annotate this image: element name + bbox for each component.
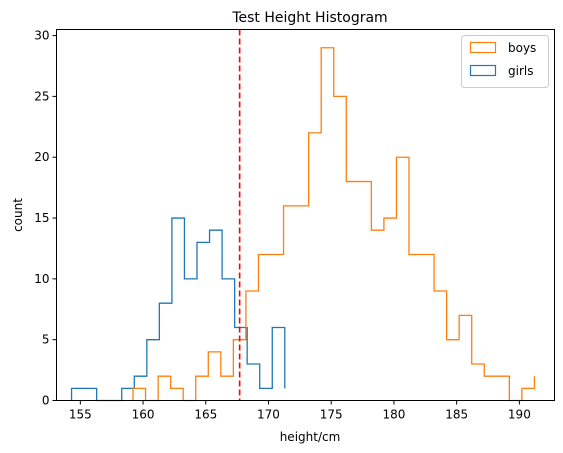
bar-boys-11: [271, 255, 284, 401]
y-tick-label: 20: [34, 150, 49, 164]
x-tick-label: 165: [194, 408, 217, 422]
y-tick-label: 15: [34, 211, 49, 225]
legend-label-boys: boys: [508, 41, 536, 55]
bar-boys-12: [284, 206, 297, 401]
bar-boys-7: [221, 376, 234, 400]
bar-boys-2: [158, 376, 171, 400]
bar-boys-16: [334, 96, 347, 400]
bar-girls-8: [172, 218, 185, 400]
bar-boys-23: [422, 255, 435, 401]
plot-frame: [56, 29, 555, 401]
bar-boys-5: [196, 376, 209, 400]
y-axis: 0 5 10 15 20 25 30: [34, 29, 57, 408]
y-tick-label: 0: [42, 394, 50, 408]
bar-girls-0: [72, 388, 85, 400]
bar-boys-28: [484, 376, 497, 400]
x-tick-label: 180: [382, 408, 405, 422]
x-tick-label: 155: [69, 408, 92, 422]
bar-boys-13: [296, 206, 309, 401]
bar-boys-27: [472, 364, 485, 400]
bar-boys-20: [384, 218, 397, 400]
bar-boys-21: [396, 157, 409, 400]
bar-boys-6: [208, 352, 221, 401]
legend: boys girls: [461, 35, 549, 88]
y-axis-label: count: [11, 198, 25, 232]
x-tick-label: 185: [445, 408, 468, 422]
bar-boys-18: [359, 182, 372, 401]
bar-boys-17: [346, 182, 359, 401]
bar-boys-15: [321, 48, 334, 401]
y-tick-label: 30: [34, 29, 49, 43]
bar-boys-29: [497, 376, 510, 400]
bar-boys-22: [409, 255, 422, 401]
bar-boys-10: [258, 255, 271, 401]
bar-boys-9: [246, 291, 259, 400]
bar-boys-0: [133, 388, 146, 400]
y-tick-label: 5: [42, 333, 50, 347]
chart-title: Test Height Histogram: [231, 10, 387, 26]
legend-swatch-girls: [469, 64, 497, 77]
legend-box: [461, 35, 549, 88]
legend-label-girls: girls: [508, 64, 533, 78]
bar-boys-25: [447, 340, 460, 401]
bar-boys-14: [309, 133, 322, 401]
x-axis-label: height/cm: [280, 430, 341, 444]
y-tick-label: 10: [34, 272, 49, 286]
bar-boys-3: [171, 388, 184, 400]
bar-boys-19: [371, 230, 384, 400]
x-tick-label: 170: [257, 408, 280, 422]
bar-boys-24: [434, 291, 447, 400]
x-axis: 155 160 165 170 175 180 185 190: [69, 400, 531, 422]
x-tick-label: 175: [320, 408, 343, 422]
y-tick-label: 25: [34, 89, 49, 103]
x-tick-label: 160: [132, 408, 155, 422]
bar-girls-1: [84, 388, 97, 400]
legend-swatch-boys: [469, 41, 497, 54]
bar-boys-26: [459, 315, 472, 400]
x-tick-label: 190: [508, 408, 531, 422]
bar-boys-31: [522, 388, 535, 400]
